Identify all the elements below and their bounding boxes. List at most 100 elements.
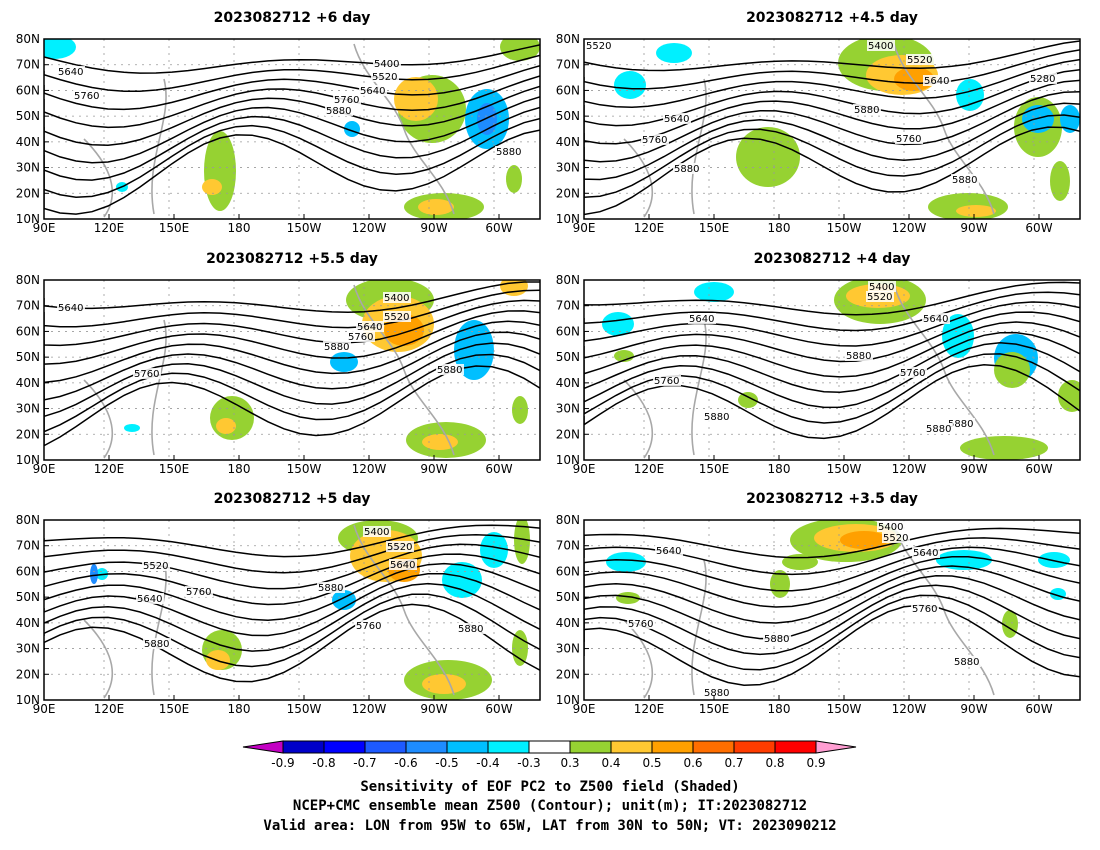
sensitivity-shading xyxy=(422,434,458,450)
z500-contour xyxy=(584,584,1080,656)
contour-label: 5520 xyxy=(586,41,611,52)
lon-tick-label: 60W xyxy=(1025,221,1052,235)
lat-tick-label: 50N xyxy=(556,109,580,123)
z500-contour xyxy=(584,321,1080,378)
contour-label-bg xyxy=(911,603,939,614)
lon-tick-label: 60W xyxy=(485,462,512,476)
contour-label-bg xyxy=(383,311,411,322)
contour-label: 5760 xyxy=(912,604,937,615)
coastline xyxy=(623,284,995,459)
colorbar-swatch xyxy=(528,740,571,754)
z500-contour xyxy=(44,310,540,365)
sensitivity-shading xyxy=(394,77,438,121)
contour-label: 5760 xyxy=(654,376,679,387)
lat-tick-label: 50N xyxy=(556,350,580,364)
z500-contour xyxy=(584,537,1080,576)
contour-label: 5880 xyxy=(952,175,977,186)
contour-label-bg xyxy=(953,656,981,667)
sensitivity-shading xyxy=(512,396,528,424)
lon-tick-label: 90W xyxy=(960,462,987,476)
sensitivity-shading xyxy=(1038,552,1070,568)
sensitivity-shading xyxy=(956,79,984,111)
panel-frame xyxy=(43,38,541,220)
contour-label-bg xyxy=(386,541,414,552)
contour-label: 5880 xyxy=(326,106,351,117)
z500-contour xyxy=(44,85,540,146)
contour-label-bg xyxy=(663,113,691,124)
lon-tick-label: 150E xyxy=(159,702,190,716)
caption-line-1: Sensitivity of EOF PC2 to Z500 field (Sh… xyxy=(360,779,739,795)
contour-label-bg xyxy=(57,66,85,77)
z500-contour xyxy=(44,342,540,418)
lat-tick-label: 30N xyxy=(16,161,40,175)
lat-tick-label: 40N xyxy=(16,135,40,149)
lon-tick-label: 90W xyxy=(420,462,447,476)
sensitivity-shading xyxy=(418,199,454,215)
lon-tick-label: 120W xyxy=(892,702,927,716)
z500-contour xyxy=(44,331,540,401)
lon-tick-label: 180 xyxy=(768,462,791,476)
sensitivity-shading xyxy=(442,562,482,598)
contour-label-bg xyxy=(877,521,905,532)
contour-label: 5400 xyxy=(869,282,894,293)
contour-label: 5880 xyxy=(318,583,343,594)
contour-label-bg xyxy=(73,90,101,101)
lat-tick-label: 80N xyxy=(556,513,580,527)
contour-label: 5640 xyxy=(58,67,83,78)
contour-label: 5760 xyxy=(334,95,359,106)
panel-title: 2023082712 +4 day xyxy=(754,251,911,267)
z500-contour xyxy=(584,556,1080,608)
colorbar-label: 0.7 xyxy=(724,756,743,770)
z500-contour xyxy=(584,281,1080,316)
z500-contour xyxy=(584,126,1080,216)
panel-title: 2023082712 +3.5 day xyxy=(746,491,918,507)
z500-contour xyxy=(44,106,540,181)
lat-tick-label: 10N xyxy=(16,453,40,467)
lon-tick-label: 150W xyxy=(827,702,862,716)
z500-contour xyxy=(44,117,540,198)
colorbar-label: -0.7 xyxy=(353,756,376,770)
contour-label: 5760 xyxy=(896,134,921,145)
contour-label-bg xyxy=(323,341,351,352)
z500-contour xyxy=(584,114,1080,198)
contour-label-bg xyxy=(457,623,485,634)
contour-label-bg xyxy=(925,423,953,434)
colorbar-swatch xyxy=(569,740,612,754)
contour-label: 5520 xyxy=(372,72,397,83)
contour-label: 5880 xyxy=(854,105,879,116)
lon-tick-label: 90W xyxy=(960,221,987,235)
lon-tick-label: 90E xyxy=(573,462,596,476)
sensitivity-shading xyxy=(216,418,236,434)
colorbar-swatch xyxy=(733,740,776,754)
contour-label: 5640 xyxy=(58,303,83,314)
contour-label-bg xyxy=(57,302,85,313)
contour-label: 5400 xyxy=(364,527,389,538)
sensitivity-shading xyxy=(1060,105,1080,133)
lon-tick-label: 150E xyxy=(699,462,730,476)
map-panel-3: 2023082712 +5.5 day540055205640576058805… xyxy=(16,251,541,476)
lat-tick-label: 40N xyxy=(556,135,580,149)
contour-label-bg xyxy=(899,367,927,378)
contour-label-bg xyxy=(347,331,375,342)
contour-label: 5760 xyxy=(900,368,925,379)
lon-tick-label: 150E xyxy=(159,462,190,476)
z500-contour xyxy=(584,102,1080,181)
contour-label-bg xyxy=(922,313,950,324)
contour-label: 5640 xyxy=(390,560,415,571)
colorbar-label: 0.6 xyxy=(683,756,702,770)
lat-tick-label: 80N xyxy=(16,32,40,46)
contour-label-bg xyxy=(359,85,387,96)
lon-tick-label: 90E xyxy=(573,221,596,235)
contour-label: 5880 xyxy=(674,164,699,175)
lat-tick-label: 10N xyxy=(16,693,40,707)
z500-contour xyxy=(44,593,540,668)
lat-tick-label: 10N xyxy=(556,212,580,226)
z500-contour xyxy=(584,291,1080,332)
contour-label: 5400 xyxy=(868,41,893,52)
lat-tick-label: 70N xyxy=(16,299,40,313)
contour-label: 5640 xyxy=(357,322,382,333)
z500-contour xyxy=(44,524,540,558)
z500-contour xyxy=(44,96,540,164)
colorbar-label: -0.6 xyxy=(394,756,417,770)
lat-tick-label: 50N xyxy=(16,590,40,604)
